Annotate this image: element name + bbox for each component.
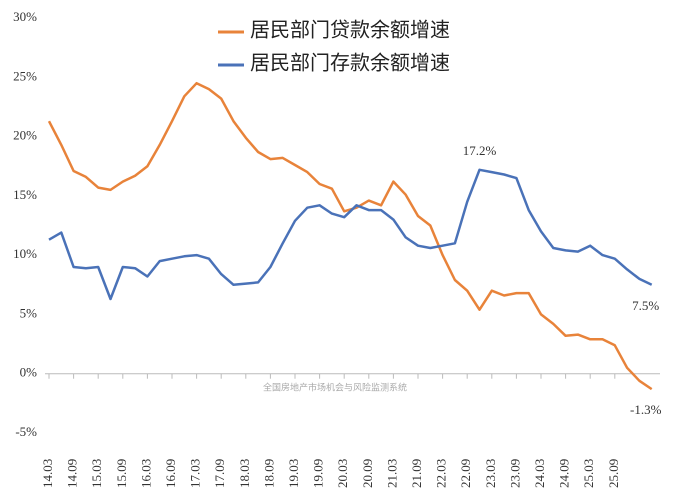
y-tick-label: 30% — [13, 9, 37, 24]
legend-label: 居民部门存款余额增速 — [250, 52, 450, 75]
x-tick-label: 15.03 — [89, 459, 104, 488]
x-tick-label: 14.03 — [40, 459, 55, 488]
x-tick-label: 23.09 — [507, 459, 522, 488]
y-tick-label: 25% — [13, 68, 37, 83]
x-tick-label: 22.09 — [458, 459, 473, 488]
x-tick-label: 16.03 — [138, 459, 153, 488]
x-tick-label: 19.03 — [286, 459, 301, 488]
y-tick-label: -5% — [15, 424, 37, 439]
line — [47, 81, 653, 391]
x-tick-label: 21.09 — [409, 459, 424, 488]
x-tick-label: 18.03 — [237, 459, 252, 488]
x-tick-label: 20.09 — [360, 459, 375, 488]
watermark: 全国房地产市场机会与风险监测系统 — [263, 382, 407, 394]
value-label: 7.5% — [632, 298, 659, 313]
y-tick-label: 0% — [20, 365, 38, 380]
x-tick-label: 21.03 — [384, 459, 399, 488]
x-tick-label: 24.09 — [557, 459, 572, 488]
y-tick-label: 20% — [13, 128, 37, 143]
y-tick-label: 15% — [13, 187, 37, 202]
x-tick-label: 25.09 — [606, 459, 621, 488]
x-tick-label: 17.03 — [188, 459, 203, 488]
x-tick-label: 25.03 — [581, 459, 596, 488]
value-label: -1.3% — [630, 402, 662, 417]
x-tick-label: 20.03 — [335, 459, 350, 488]
legend-label: 居民部门贷款余额增速 — [250, 19, 450, 42]
x-tick-label: 16.09 — [163, 459, 178, 488]
x-tick-label: 17.09 — [212, 459, 227, 488]
x-tick-label: 23.03 — [483, 459, 498, 488]
y-tick-label: 10% — [13, 246, 37, 261]
x-tick-label: 15.09 — [114, 459, 129, 488]
x-tick-label: 18.09 — [261, 459, 276, 488]
line — [48, 168, 653, 301]
y-tick-label: 5% — [20, 305, 38, 320]
x-tick-label: 22.03 — [434, 459, 449, 488]
x-tick-label: 14.09 — [65, 459, 80, 488]
value-label: 17.2% — [463, 143, 497, 158]
x-tick-label: 24.03 — [532, 459, 547, 488]
x-tick-label: 19.09 — [311, 459, 326, 488]
